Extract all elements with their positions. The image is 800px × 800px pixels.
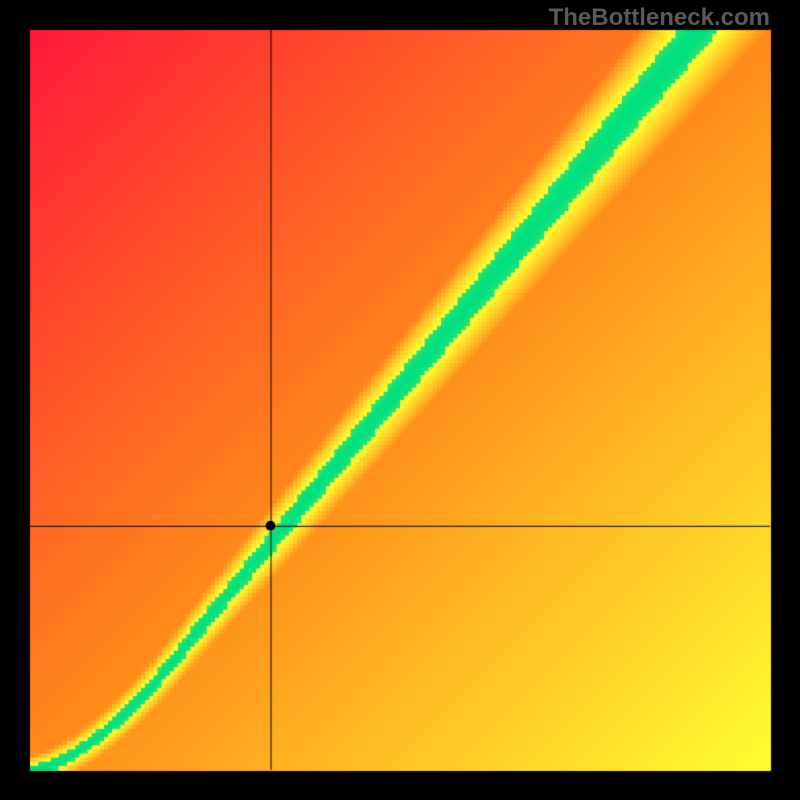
overlay-canvas (0, 0, 800, 800)
watermark-text: TheBottleneck.com (549, 4, 770, 32)
chart-container: TheBottleneck.com (0, 0, 800, 800)
